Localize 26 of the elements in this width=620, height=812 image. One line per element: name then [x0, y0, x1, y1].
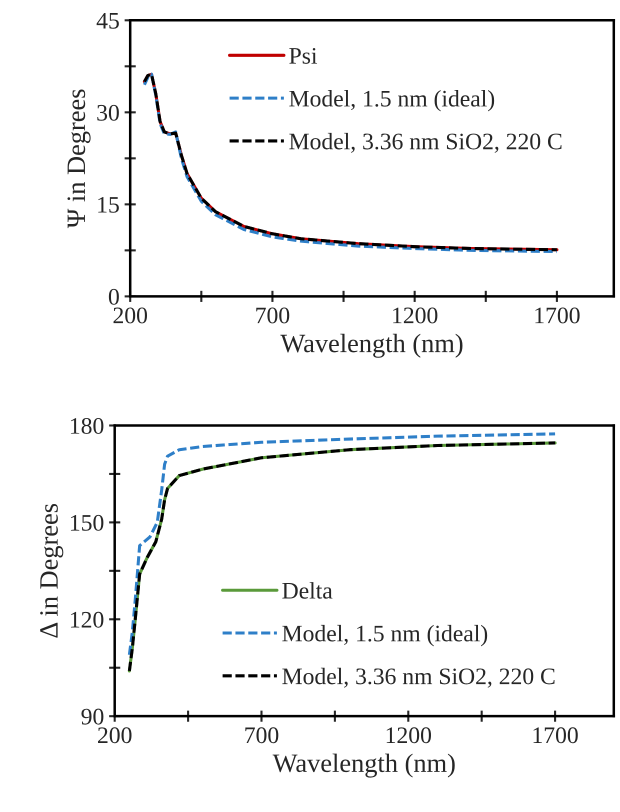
- legend-label: Model, 3.36 nm SiO2, 220 C: [289, 132, 562, 153]
- legend-label: Psi: [289, 48, 318, 64]
- x-tick-label: 1700: [535, 307, 580, 324]
- x-axis-title: Wavelength (nm): [280, 334, 462, 358]
- legend-label: Delta: [282, 582, 332, 599]
- x-tick-label: 1200: [393, 307, 438, 324]
- y-tick-label: 15: [98, 196, 119, 213]
- y-tick-label: 150: [70, 514, 104, 531]
- legend-label: Model, 1.5 nm (ideal): [282, 624, 488, 646]
- y-tick-label: 180: [70, 418, 104, 434]
- x-tick-label: 200: [114, 307, 148, 324]
- x-tick-label: 200: [98, 727, 132, 744]
- legend-label: Model, 3.36 nm SiO2, 220 C: [282, 668, 554, 688]
- x-axis-title: Wavelength (nm): [272, 754, 455, 778]
- y-tick-label: 45: [96, 12, 119, 29]
- legend-label: Model, 1.5 nm (ideal): [289, 90, 494, 112]
- y-tick-label: 0: [108, 288, 119, 305]
- x-tick-label: 700: [245, 727, 278, 744]
- x-tick-label: 1700: [534, 727, 578, 744]
- x-tick-label: 1200: [386, 727, 431, 744]
- y-tick-label: 30: [97, 104, 119, 121]
- y-tick-label: 120: [70, 612, 104, 628]
- y-axis-title: Ψ in Degrees: [67, 89, 91, 228]
- y-tick-label: 90: [81, 708, 104, 725]
- x-tick-label: 700: [256, 307, 290, 324]
- y-axis-title: Δ in Degrees: [40, 504, 64, 638]
